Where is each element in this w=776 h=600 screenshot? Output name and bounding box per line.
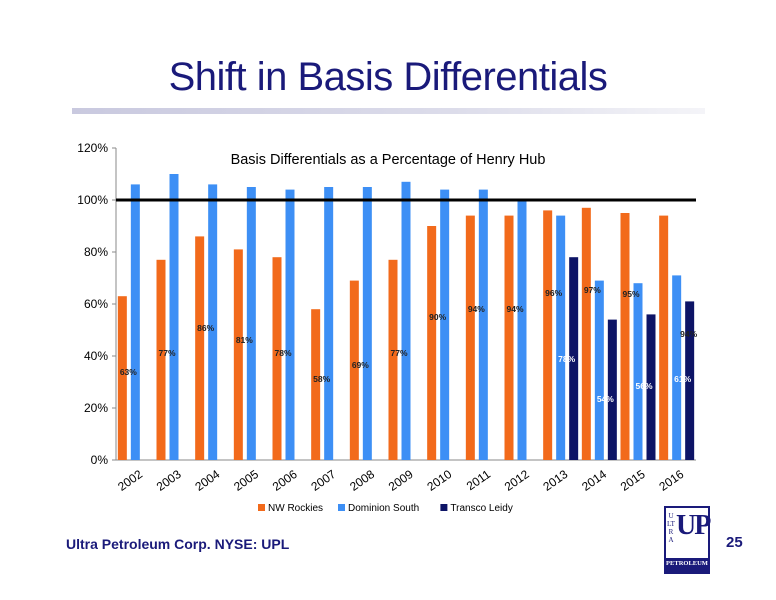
x-tick-label-2011: 2011 <box>464 467 493 493</box>
bar-nw-rockies-2004 <box>195 236 205 460</box>
data-label-nw-rockies-2003: 77% <box>158 348 175 358</box>
bar-transco-leidy-2016 <box>685 301 695 460</box>
y-tick-label: 120% <box>77 141 108 155</box>
legend-label-dominion-south: Dominion South <box>348 503 419 514</box>
legend-swatch-dominion-south <box>338 504 345 511</box>
slide-title: Shift in Basis Differentials <box>168 55 608 99</box>
data-label-nw-rockies-2009: 77% <box>390 348 407 358</box>
bar-nw-rockies-2003 <box>156 259 166 460</box>
x-tick-label-2008: 2008 <box>347 467 377 494</box>
bar-dominion-south-2015 <box>633 283 643 460</box>
data-label-nw-rockies-2016: 94% <box>680 329 697 339</box>
bar-dominion-south-2008 <box>362 187 372 460</box>
page-number: 25 <box>726 534 743 551</box>
y-tick-label: 60% <box>84 297 108 311</box>
bar-dominion-south-2013 <box>556 215 566 460</box>
bar-nw-rockies-2014 <box>581 207 591 460</box>
bar-dominion-south-2009 <box>401 181 411 461</box>
bar-dominion-south-2006 <box>285 189 295 460</box>
logo-vertical-text: ULTRA <box>667 512 675 544</box>
ultra-petroleum-logo: ULTRA UP PETROLEUM <box>664 506 711 574</box>
bar-nw-rockies-2005 <box>233 249 243 460</box>
y-tick-label: 0% <box>91 453 109 467</box>
y-tick-label: 40% <box>84 349 108 363</box>
bar-nw-rockies-2008 <box>349 280 359 460</box>
data-label-transco-leidy-2014: 54% <box>597 394 614 404</box>
data-label-nw-rockies-2014: 97% <box>584 285 601 295</box>
x-tick-label-2003: 2003 <box>154 467 184 494</box>
x-tick-label-2016: 2016 <box>656 467 686 494</box>
data-label-nw-rockies-2011: 94% <box>468 304 485 314</box>
data-label-transco-leidy-2016: 61% <box>674 374 691 384</box>
legend-swatch-nw-rockies <box>258 504 265 511</box>
bar-dominion-south-2002 <box>130 184 140 460</box>
x-tick-label-2005: 2005 <box>231 467 261 494</box>
x-tick-label-2015: 2015 <box>618 467 648 494</box>
data-label-nw-rockies-2005: 81% <box>236 335 253 345</box>
x-tick-label-2012: 2012 <box>502 467 532 494</box>
data-label-nw-rockies-2008: 69% <box>352 360 369 370</box>
data-label-nw-rockies-2006: 78% <box>274 348 291 358</box>
x-tick-label-2002: 2002 <box>115 467 145 494</box>
bar-dominion-south-2014 <box>594 280 604 460</box>
x-tick-label-2014: 2014 <box>579 467 609 494</box>
data-label-nw-rockies-2012: 94% <box>506 304 523 314</box>
chart-title: Basis Differentials as a Percentage of H… <box>231 152 546 168</box>
data-label-transco-leidy-2015: 56% <box>635 381 652 391</box>
logo-main-text: UP <box>676 510 711 541</box>
bar-nw-rockies-2012 <box>504 215 514 460</box>
legend-swatch-transco-leidy <box>440 504 448 511</box>
bar-dominion-south-2007 <box>324 187 334 460</box>
bar-nw-rockies-2015 <box>620 213 630 460</box>
logo-sub-text: PETROLEUM <box>666 560 708 567</box>
bar-dominion-south-2011 <box>478 189 488 460</box>
y-tick-label: 20% <box>84 401 108 415</box>
bar-dominion-south-2010 <box>440 189 450 460</box>
bar-dominion-south-2004 <box>208 184 218 460</box>
bar-dominion-south-2003 <box>169 174 179 460</box>
x-tick-label-2007: 2007 <box>308 467 338 494</box>
x-tick-label-2009: 2009 <box>386 467 416 494</box>
bar-dominion-south-2016 <box>672 275 682 460</box>
bar-nw-rockies-2013 <box>543 210 553 460</box>
bar-nw-rockies-2007 <box>311 309 321 460</box>
y-tick-label: 80% <box>84 245 108 259</box>
data-label-nw-rockies-2004: 86% <box>197 323 214 333</box>
x-tick-label-2013: 2013 <box>540 467 570 494</box>
data-label-nw-rockies-2013: 96% <box>545 288 562 298</box>
data-label-transco-leidy-2013: 78% <box>558 354 575 364</box>
bar-transco-leidy-2014 <box>607 319 617 460</box>
title-underline <box>72 108 705 114</box>
data-label-nw-rockies-2010: 90% <box>429 312 446 322</box>
footer-company: Ultra Petroleum Corp. NYSE: UPL <box>66 536 290 552</box>
bar-dominion-south-2005 <box>246 187 256 460</box>
x-tick-label-2006: 2006 <box>270 467 300 494</box>
data-label-nw-rockies-2002: 63% <box>120 367 137 377</box>
legend-label-nw-rockies: NW Rockies <box>268 503 323 514</box>
bar-dominion-south-2012 <box>517 200 527 460</box>
bar-nw-rockies-2002 <box>117 296 127 460</box>
legend-label-transco-leidy: Transco Leidy <box>450 503 512 514</box>
y-tick-label: 100% <box>77 193 108 207</box>
x-tick-label-2004: 2004 <box>192 467 222 494</box>
data-label-nw-rockies-2015: 95% <box>622 289 639 299</box>
bar-nw-rockies-2011 <box>465 215 475 460</box>
x-tick-label-2010: 2010 <box>424 467 454 494</box>
bar-transco-leidy-2015 <box>646 314 656 460</box>
bar-nw-rockies-2010 <box>427 226 437 460</box>
bar-transco-leidy-2013 <box>569 257 579 460</box>
bar-nw-rockies-2016 <box>659 215 669 460</box>
bar-nw-rockies-2006 <box>272 257 282 460</box>
logo-bar <box>666 558 708 572</box>
data-label-nw-rockies-2007: 58% <box>313 374 330 384</box>
bar-nw-rockies-2009 <box>388 259 398 460</box>
